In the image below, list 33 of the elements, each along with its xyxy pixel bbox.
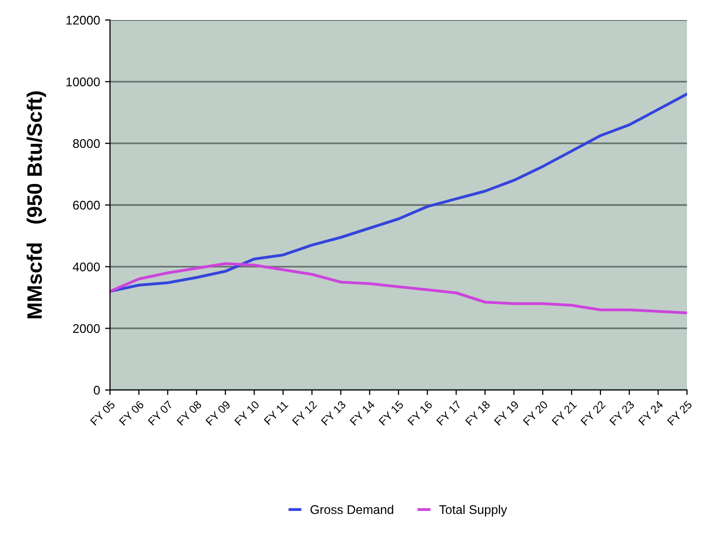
x-tick-label: FY 23 xyxy=(609,400,635,426)
x-tick-label: FY 25 xyxy=(667,400,692,426)
x-tick-label: FY 20 xyxy=(522,400,548,426)
x-tick-label: FY 18 xyxy=(465,400,490,426)
x-tick-label: FY 17 xyxy=(436,400,462,426)
y-tick-label: 8000 xyxy=(73,139,100,148)
legend-label: Total Supply xyxy=(439,504,508,516)
x-tick-label: FY 16 xyxy=(407,400,433,426)
x-tick-label: FY 05 xyxy=(90,400,116,426)
x-tick-label: FY 08 xyxy=(176,400,202,426)
line-series xyxy=(110,262,687,314)
y-tick-label: 10000 xyxy=(66,77,100,86)
x-tick-label: FY 13 xyxy=(320,400,346,426)
x-tick-label: FY 11 xyxy=(264,400,288,426)
line-series xyxy=(110,92,687,293)
x-tick-label: FY 09 xyxy=(205,400,231,426)
x-tick-label: FY 12 xyxy=(292,400,318,426)
y-tick-label: 2000 xyxy=(73,324,100,333)
y-tick-label: 6000 xyxy=(73,200,100,210)
x-tick-label: FY 06 xyxy=(118,400,144,426)
y-tick-label: 12000 xyxy=(66,16,100,25)
x-tick-label: FY 07 xyxy=(148,400,174,426)
x-tick-label: FY 19 xyxy=(494,400,520,426)
x-tick-label: FY 22 xyxy=(580,400,606,426)
y-tick-label: 4000 xyxy=(72,262,100,272)
y-axis-title: MMscfd (950 Btu/Scft) xyxy=(26,91,46,318)
y-tick-label: 0 xyxy=(94,386,100,395)
x-tick-label: FY 10 xyxy=(234,400,260,426)
x-tick-label: FY 24 xyxy=(638,400,664,426)
x-tick-label: FY 14 xyxy=(350,400,376,426)
x-tick-label: FY 15 xyxy=(378,400,404,426)
x-tick-label: FY 21 xyxy=(552,400,577,426)
legend-label: Gross Demand xyxy=(310,504,394,514)
